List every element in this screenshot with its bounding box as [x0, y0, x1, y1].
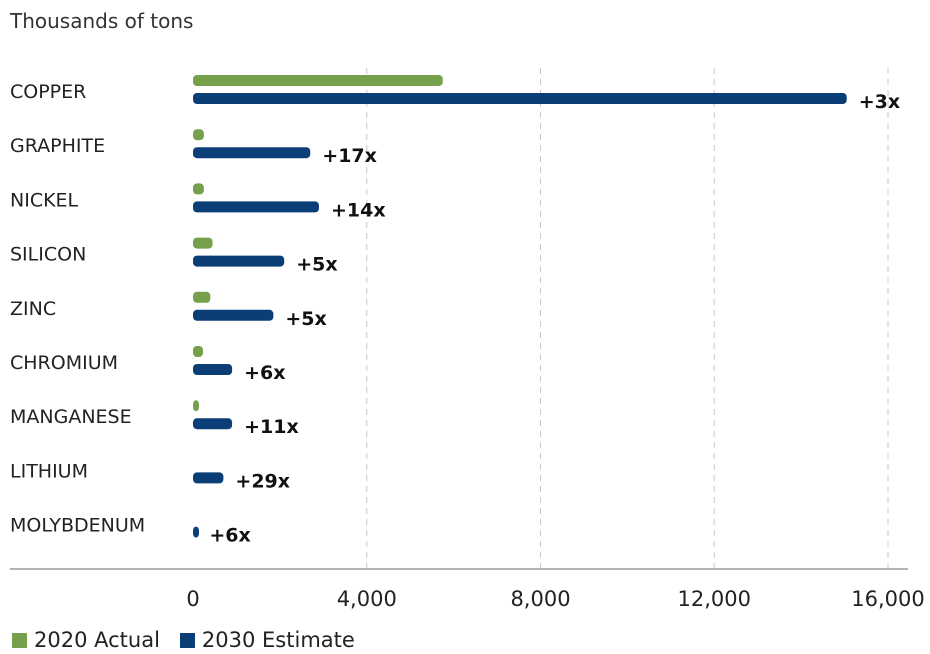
bar-2020-actual: [193, 183, 204, 195]
bar-2020-actual: [193, 291, 211, 303]
bar-2020-actual: [193, 400, 199, 412]
bar-2030-estimate: [193, 255, 285, 267]
x-tick-label: 16,000: [851, 587, 924, 611]
category-label: NICKEL: [10, 189, 79, 211]
growth-annotation: +6x: [244, 362, 285, 384]
x-tick-label: 8,000: [510, 587, 570, 611]
legend-label-2030-estimate: 2030 Estimate: [201, 628, 355, 652]
bar-2030-estimate: [193, 201, 319, 213]
bar-2030-estimate: [193, 309, 274, 321]
bar-2030-estimate: [193, 418, 233, 430]
growth-annotation: +14x: [331, 199, 386, 221]
growth-annotation: +5x: [285, 308, 326, 330]
bar-2030-estimate: [193, 93, 847, 104]
x-tick-label: 4,000: [337, 587, 397, 611]
bar-2020-actual: [193, 346, 203, 357]
legend-swatch-2030-estimate: [179, 632, 195, 648]
bar-chart: 0 4,000 8,000 12,000 16,000 COPPER +3x GRAPHITE…: [10, 68, 925, 611]
category-label: MANGANESE: [10, 406, 132, 428]
x-tick-label: 0: [186, 587, 199, 611]
growth-annotation: +3x: [859, 91, 900, 113]
bar-2030-estimate: [193, 526, 199, 538]
category-label: MOLYBDENUM: [10, 515, 145, 537]
category-label: COPPER: [10, 81, 86, 103]
growth-annotation: +29x: [235, 470, 290, 492]
growth-annotation: +11x: [244, 416, 299, 438]
bar-2030-estimate: [193, 147, 311, 159]
category-label: SILICON: [10, 244, 86, 266]
bar-2020-actual: [193, 75, 443, 86]
bar-2020-actual: [193, 237, 213, 249]
legend-item-2020-actual: 2020 Actual: [12, 628, 160, 652]
bar-2020-actual: [193, 129, 204, 141]
category-label: CHROMIUM: [10, 352, 118, 374]
category-label: ZINC: [10, 298, 56, 320]
unit-label: Thousands of tons: [10, 9, 194, 33]
legend-label-2020-actual: 2020 Actual: [34, 628, 160, 652]
growth-annotation: +6x: [209, 525, 250, 547]
legend-item-2030-estimate: 2030 Estimate: [179, 628, 355, 652]
category-label: LITHIUM: [10, 460, 88, 482]
growth-annotation: +17x: [322, 145, 377, 167]
bar-2030-estimate: [193, 364, 233, 375]
growth-annotation: +5x: [296, 254, 337, 276]
x-tick-label: 12,000: [678, 587, 751, 611]
legend-swatch-2020-actual: [12, 632, 27, 648]
legend: 2020 Actual 2030 Estimate: [12, 628, 375, 652]
category-label: GRAPHITE: [10, 135, 105, 157]
bar-2030-estimate: [193, 472, 224, 484]
